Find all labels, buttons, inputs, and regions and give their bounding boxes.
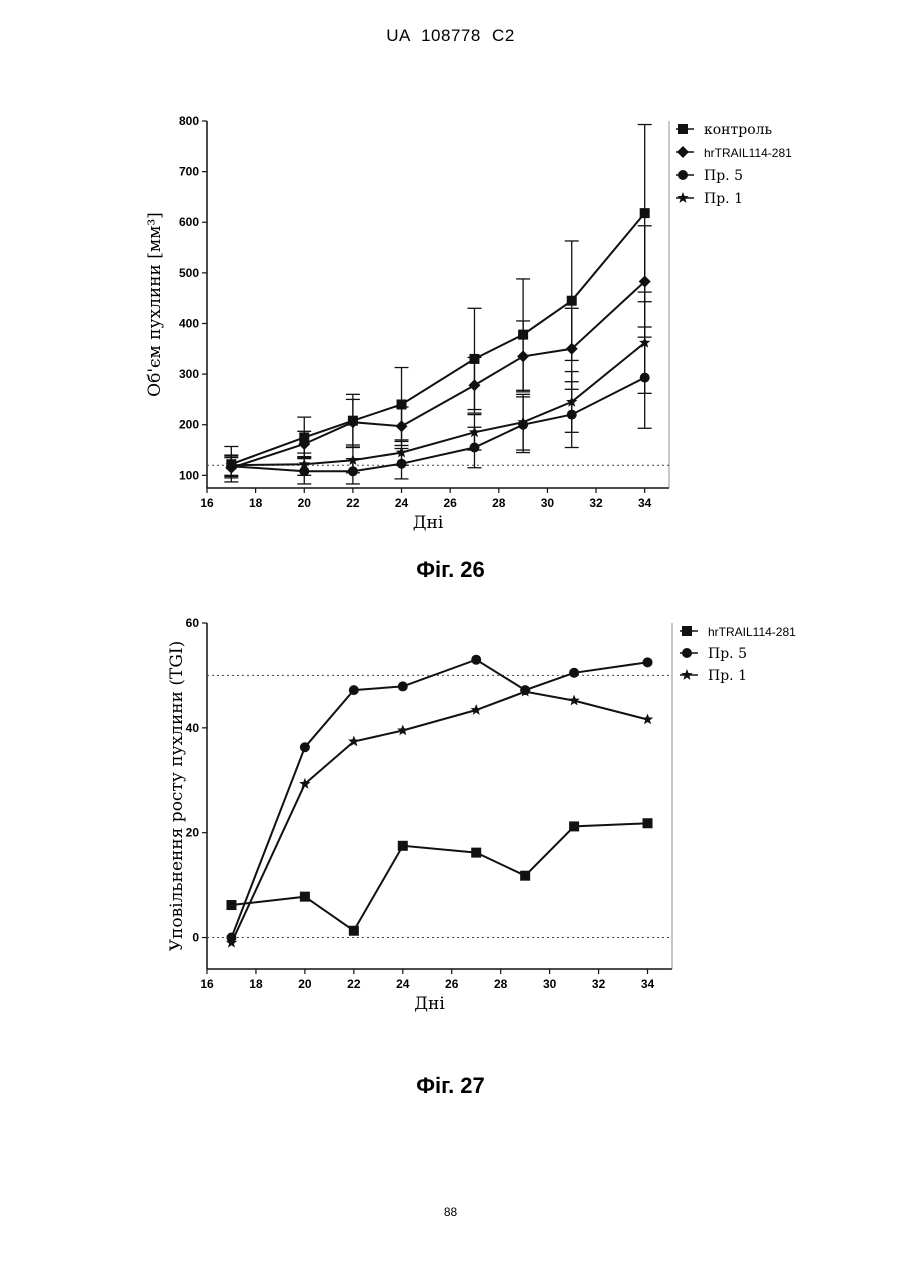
series-line (231, 378, 644, 472)
data-point (300, 892, 310, 902)
tumor-growth-inhibition-chart: 16 18 20 22 24 26 28 30 32 34 0 20 40 60 Дні Уповільнен… (0, 605, 901, 1035)
legend-marker (678, 170, 688, 180)
x-tick-label: 16 (200, 977, 214, 991)
legend-marker (677, 146, 689, 158)
data-point (300, 742, 310, 752)
legend-label: контроль (704, 122, 773, 138)
y-tick-label: 200 (179, 418, 199, 432)
x-tick-label: 26 (443, 496, 457, 510)
x-axis-title: Дні (414, 994, 445, 1014)
x-tick-label: 30 (541, 496, 555, 510)
y-tick-label: 800 (179, 114, 199, 128)
legend-label: Пр. 5 (704, 168, 743, 184)
data-point (520, 871, 530, 881)
x-tick-label: 18 (249, 977, 263, 991)
y-tick-label: 700 (179, 165, 199, 179)
y-axis-title: Уповільнення росту пухлини (TGI) (167, 641, 187, 952)
data-point (398, 681, 408, 691)
legend-marker (682, 648, 692, 658)
legend-marker (678, 124, 688, 134)
x-tick-label: 28 (492, 496, 506, 510)
y-tick-label: 400 (179, 316, 199, 330)
legend-marker (682, 626, 692, 636)
data-point (567, 296, 577, 306)
legend-marker (681, 669, 692, 680)
page-number: 88 (0, 1205, 901, 1219)
data-point (643, 657, 653, 667)
x-tick-label: 20 (298, 496, 312, 510)
data-point (471, 704, 482, 715)
series-square (224, 125, 651, 482)
x-tick-label: 24 (396, 977, 410, 991)
y-tick-label: 100 (179, 468, 199, 482)
tumor-volume-chart: 16 18 20 22 24 26 28 30 32 34 100 200 300 400 500 600 70… (0, 100, 901, 550)
data-point (397, 725, 408, 736)
series-circle (226, 655, 652, 943)
x-tick-label: 34 (638, 496, 652, 510)
series-star (224, 292, 651, 475)
y-axis-title: Об'єм пухлини [мм³] (145, 212, 165, 397)
legend-marker (677, 192, 688, 203)
data-point (640, 208, 650, 218)
data-point (643, 818, 653, 828)
data-point (471, 655, 481, 665)
y-tick-label: 500 (179, 266, 199, 280)
series-line (232, 660, 648, 938)
legend-label: Пр. 1 (708, 668, 747, 684)
x-tick-label: 22 (347, 977, 361, 991)
series-line (232, 692, 648, 943)
data-point (568, 695, 579, 706)
x-tick-label: 32 (592, 977, 606, 991)
x-tick-label: 30 (543, 977, 557, 991)
x-tick-label: 22 (346, 496, 360, 510)
x-tick-label: 20 (298, 977, 312, 991)
data-point (349, 685, 359, 695)
x-tick-label: 18 (249, 496, 263, 510)
y-tick-label: 60 (186, 616, 200, 630)
data-point (226, 900, 236, 910)
legend-label: Пр. 5 (708, 646, 747, 662)
data-point (569, 821, 579, 831)
series-line (231, 282, 644, 468)
data-point (468, 379, 480, 391)
x-tick-label: 28 (494, 977, 508, 991)
data-point (569, 668, 579, 678)
figure-caption-27: Фіг. 27 (0, 1073, 901, 1099)
page-header: UA 108778 C2 (0, 26, 901, 46)
legend-label: hrTRAIL114-281 (704, 146, 792, 160)
data-point (517, 350, 529, 362)
series-line (232, 823, 648, 930)
y-tick-label: 40 (186, 721, 200, 735)
x-tick-label: 32 (589, 496, 603, 510)
series-square (226, 818, 652, 935)
data-point (398, 841, 408, 851)
data-point (349, 926, 359, 936)
legend-label: hrTRAIL114-281 (708, 625, 796, 639)
y-tick-label: 20 (186, 826, 200, 840)
x-tick-label: 26 (445, 977, 459, 991)
data-point (471, 848, 481, 858)
legend-label: Пр. 1 (704, 191, 743, 207)
figure-caption-26: Фіг. 26 (0, 557, 901, 583)
x-tick-label: 16 (200, 496, 214, 510)
data-point (642, 714, 653, 725)
x-axis-title: Дні (413, 513, 444, 533)
series-star (226, 686, 653, 948)
data-point (396, 420, 408, 432)
y-tick-label: 0 (192, 931, 199, 945)
series-diamond (224, 226, 651, 478)
y-tick-label: 300 (179, 367, 199, 381)
y-tick-label: 600 (179, 215, 199, 229)
x-tick-label: 34 (641, 977, 655, 991)
x-tick-label: 24 (395, 496, 409, 510)
